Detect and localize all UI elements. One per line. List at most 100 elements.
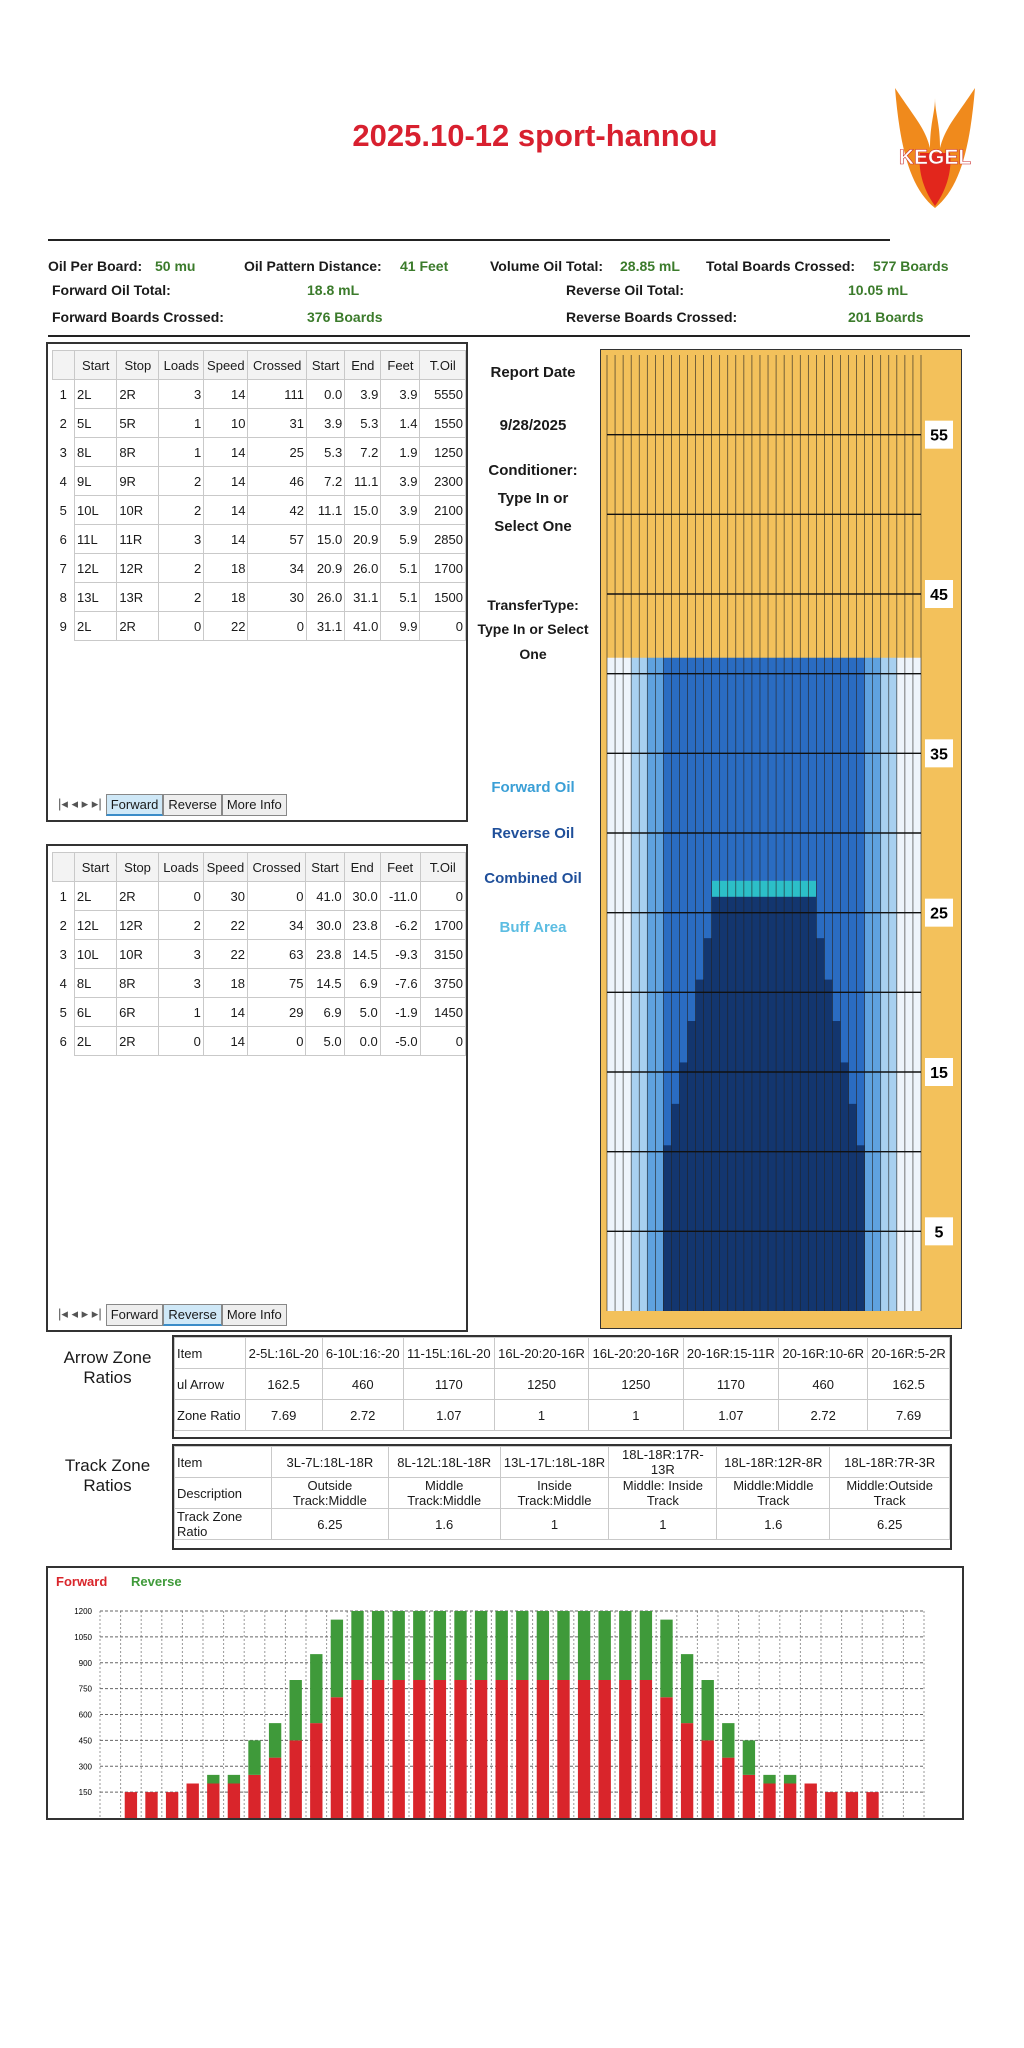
cell: 18 bbox=[203, 553, 249, 583]
tab[interactable]: More Info bbox=[221, 1304, 287, 1326]
bar bbox=[207, 1783, 220, 1818]
cell: 2850 bbox=[419, 524, 466, 554]
cell: 34 bbox=[246, 910, 307, 940]
board-buff bbox=[743, 880, 752, 897]
cell: 14.5 bbox=[305, 968, 345, 998]
zone-row: Item 3L-7L:18L-18R 8L-12L:18L-18R 13L-17L:1… bbox=[174, 1446, 950, 1478]
cell: 3750 bbox=[419, 968, 467, 998]
tab[interactable]: Forward bbox=[105, 794, 164, 816]
bar bbox=[660, 1697, 673, 1818]
summary-value: 41 Feet bbox=[400, 258, 449, 274]
cell: 23.8 bbox=[343, 910, 381, 940]
board-core bbox=[792, 896, 801, 1311]
cell: 1700 bbox=[419, 910, 467, 940]
cell: 57 bbox=[247, 524, 307, 554]
zone-cell: 1.07 bbox=[402, 1399, 495, 1431]
zone-cell: 20-16R:10-6R bbox=[778, 1337, 869, 1369]
row-number: 4 bbox=[59, 975, 67, 991]
board-oil bbox=[840, 657, 849, 1311]
cell: 29 bbox=[246, 997, 307, 1027]
summary-label: Reverse Oil Total: bbox=[566, 282, 685, 298]
cell: 9R bbox=[116, 466, 160, 496]
cell: 15.0 bbox=[344, 495, 382, 525]
bar bbox=[783, 1774, 797, 1784]
data-row: 7 12L 12R 2 18 34 20.9 26.0 5.1 1700 bbox=[53, 553, 466, 583]
cell: 0.0 bbox=[305, 379, 346, 409]
tab[interactable]: Reverse bbox=[163, 1304, 222, 1326]
bar bbox=[351, 1680, 364, 1818]
zone-table: Item 3L-7L:18L-18R 8L-12L:18L-18R 13L-17L:1… bbox=[174, 1446, 950, 1540]
pattern-graph: 55 45 35 25 15 5 bbox=[600, 349, 962, 1329]
bar bbox=[392, 1611, 405, 1680]
board-oil bbox=[655, 657, 664, 1311]
legend-label: Forward bbox=[56, 1574, 107, 1589]
y-tick-label: 1050 bbox=[74, 1633, 92, 1642]
bar bbox=[310, 1654, 323, 1724]
cell: 25 bbox=[247, 437, 307, 467]
side-text: One bbox=[519, 646, 547, 662]
board-oil bbox=[639, 657, 648, 1311]
header-cell: Start bbox=[305, 852, 345, 882]
bar bbox=[701, 1680, 714, 1741]
cell: 5.3 bbox=[305, 437, 346, 467]
board-buff bbox=[792, 880, 801, 897]
bar bbox=[330, 1619, 344, 1698]
y-tick-label: 600 bbox=[79, 1711, 93, 1720]
header-cell: End bbox=[344, 350, 382, 380]
cell: 5.0 bbox=[343, 997, 381, 1027]
row-number: 9 bbox=[59, 618, 67, 634]
zone-cell: 162.5 bbox=[244, 1368, 323, 1400]
bar bbox=[433, 1680, 447, 1818]
bar bbox=[289, 1740, 302, 1818]
cell: 5.1 bbox=[380, 582, 421, 612]
summary-label: Total Boards Crossed: bbox=[706, 258, 856, 274]
cell: 14 bbox=[203, 437, 249, 467]
cell: 12L bbox=[74, 553, 118, 583]
zone-cell: 1 bbox=[608, 1508, 718, 1540]
cell: 3.9 bbox=[305, 408, 346, 438]
zone-cell: Middle:Outside Track bbox=[829, 1477, 950, 1509]
cell: 2L bbox=[73, 881, 118, 911]
board-oil bbox=[663, 657, 672, 1311]
cell: 2 bbox=[158, 495, 205, 525]
header-cell: Feet bbox=[379, 852, 421, 882]
bar bbox=[371, 1611, 385, 1680]
board-buff bbox=[759, 880, 769, 897]
cell: 3 bbox=[158, 968, 204, 998]
cell: 18 bbox=[203, 582, 249, 612]
side-text: Select One bbox=[494, 518, 572, 535]
cell: 11R bbox=[116, 524, 160, 554]
zone-cell: 1250 bbox=[588, 1368, 684, 1400]
zone-row: Description Outside Track:Middle Middle Tr… bbox=[174, 1477, 950, 1509]
data-row: 9 2L 2R 0 22 0 31.1 41.0 9.9 0 bbox=[53, 611, 466, 641]
bar bbox=[680, 1723, 694, 1818]
tab[interactable]: Reverse bbox=[163, 794, 222, 816]
board-core bbox=[751, 896, 760, 1311]
header-cell: Start bbox=[73, 852, 118, 882]
cell: 8L bbox=[73, 968, 118, 998]
tab-bar: |◂ ◂ ▸ ▸| Forward Reverse More Info bbox=[54, 1304, 287, 1326]
cell: 18 bbox=[202, 968, 248, 998]
bar bbox=[866, 1792, 879, 1818]
scale-box bbox=[925, 1058, 953, 1086]
data-row: 1 2L 2R 0 30 0 41.0 30.0 -11.0 0 bbox=[53, 881, 467, 911]
cell: 26.0 bbox=[344, 553, 382, 583]
tab[interactable]: More Info bbox=[221, 794, 287, 816]
zone-row: Item 2-5L:16L-20 6-10L:16:-20 11-15L:16L-20… bbox=[174, 1337, 950, 1369]
header-cell: Speed bbox=[203, 350, 249, 380]
cell: 8R bbox=[116, 437, 160, 467]
bar bbox=[145, 1792, 158, 1818]
zone-cell: ul Arrow bbox=[174, 1368, 246, 1400]
board-buff bbox=[768, 880, 777, 897]
tab[interactable]: Forward bbox=[105, 1304, 164, 1326]
board-core bbox=[800, 896, 809, 1311]
row-number: 5 bbox=[59, 1004, 67, 1020]
cell: 1250 bbox=[419, 437, 466, 467]
cell: -11.0 bbox=[379, 881, 421, 911]
zone-cell: 1250 bbox=[493, 1368, 590, 1400]
cell: 12R bbox=[116, 553, 160, 583]
cell: 2 bbox=[158, 582, 205, 612]
bar bbox=[804, 1783, 817, 1818]
bar bbox=[557, 1611, 570, 1680]
bar bbox=[825, 1792, 838, 1818]
